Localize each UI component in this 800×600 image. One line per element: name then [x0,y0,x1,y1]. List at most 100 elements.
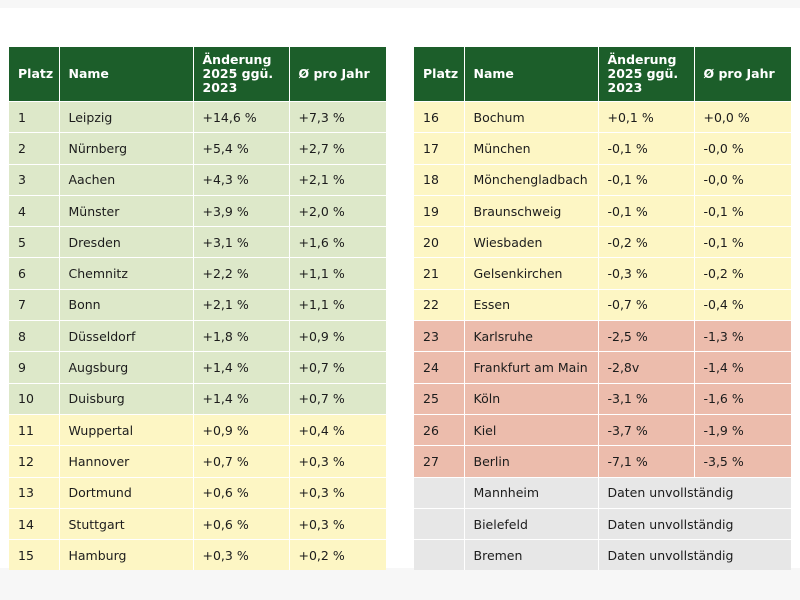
cell-avg: +0,3 % [289,476,386,509]
cell-name: Duisburg [59,382,194,415]
cell-platz: 11 [9,413,60,446]
cell-name: Mönchengladbach [464,163,599,196]
cell-avg: -0,0 % [694,132,791,165]
cell-name: Essen [464,288,599,321]
header-change-line2: 2025 ggü. [607,66,679,81]
cell-platz: 12 [9,445,60,478]
cell-change: -7,1 % [598,445,695,478]
cell-avg: +2,7 % [289,132,386,165]
cell-incomplete-note: Daten unvollständig [598,539,791,571]
table-row: 14 Stuttgart +0,6 % +0,3 % [9,507,386,540]
cell-avg: +7,3 % [289,100,386,133]
cell-change: +1,4 % [193,382,290,415]
cell-platz [414,507,465,540]
header-platz: Platz [9,47,60,102]
cell-name: Kiel [464,413,599,446]
cell-avg: +0,4 % [289,413,386,446]
header-name: Name [59,47,194,102]
table-row: 6 Chemnitz +2,2 % +1,1 % [9,257,386,290]
table-row-incomplete: Bremen Daten unvollständig [414,539,791,571]
cell-avg: -1,6 % [694,382,791,415]
cell-avg: +0,0 % [694,100,791,133]
cell-change: +3,1 % [193,226,290,258]
cell-name: Wiesbaden [464,226,599,258]
cell-name: Braunschweig [464,194,599,227]
cell-platz [414,539,465,571]
cell-platz: 13 [9,476,60,509]
header-change-line3: 2023 [607,80,643,95]
table-row: 21 Gelsenkirchen -0,3 % -0,2 % [414,257,791,290]
cell-change: -2,5 % [598,320,695,352]
cell-avg: -1,9 % [694,413,791,446]
cell-change: -0,7 % [598,288,695,321]
cell-name: Aachen [59,163,194,196]
header-row: Platz Name Änderung 2025 ggü. 2023 Ø pro… [414,47,791,102]
cell-avg: +0,2 % [289,539,386,571]
cell-incomplete-note: Daten unvollständig [598,476,791,509]
cell-platz: 17 [414,132,465,165]
cell-platz: 22 [414,288,465,321]
table-row: 7 Bonn +2,1 % +1,1 % [9,288,386,321]
cell-avg: +2,1 % [289,163,386,196]
cell-change: -0,2 % [598,226,695,258]
cell-platz: 7 [9,288,60,321]
cell-name: Berlin [464,445,599,478]
cell-platz: 2 [9,132,60,165]
cell-name: Bielefeld [464,507,599,540]
ranking-table-left: Platz Name Änderung 2025 ggü. 2023 Ø pro… [9,47,386,571]
cell-change: +3,9 % [193,194,290,227]
table-row: 11 Wuppertal +0,9 % +0,4 % [9,413,386,446]
header-change-line1: Änderung [607,52,677,67]
cell-platz: 1 [9,100,60,133]
cell-platz: 5 [9,226,60,258]
table-row: 16 Bochum +0,1 % +0,0 % [414,100,791,133]
header-avg: Ø pro Jahr [694,47,791,102]
cell-platz: 18 [414,163,465,196]
table-row: 5 Dresden +3,1 % +1,6 % [9,226,386,258]
cell-avg: -0,4 % [694,288,791,321]
cell-name: München [464,132,599,165]
cell-name: Frankfurt am Main [464,351,599,384]
cell-avg: -0,0 % [694,163,791,196]
header-avg: Ø pro Jahr [289,47,386,102]
cell-name: Chemnitz [59,257,194,290]
cell-avg: +2,0 % [289,194,386,227]
cell-name: Bochum [464,100,599,133]
cell-platz: 8 [9,320,60,352]
cell-name: Dresden [59,226,194,258]
cell-change: -0,3 % [598,257,695,290]
table-row: 27 Berlin -7,1 % -3,5 % [414,445,791,478]
table-row: 8 Düsseldorf +1,8 % +0,9 % [9,320,386,352]
cell-platz: 10 [9,382,60,415]
cell-name: Dortmund [59,476,194,509]
table-row: 9 Augsburg +1,4 % +0,7 % [9,351,386,384]
cell-avg: -1,3 % [694,320,791,352]
cell-change: -0,1 % [598,132,695,165]
cell-platz: 4 [9,194,60,227]
table-row: 22 Essen -0,7 % -0,4 % [414,288,791,321]
cell-avg: +1,1 % [289,288,386,321]
header-platz: Platz [414,47,465,102]
cell-change: -2,8v [598,351,695,384]
table-row: 26 Kiel -3,7 % -1,9 % [414,413,791,446]
table-row: 3 Aachen +4,3 % +2,1 % [9,163,386,196]
cell-change: +2,2 % [193,257,290,290]
cell-name: Bremen [464,539,599,571]
cell-avg: +0,7 % [289,382,386,415]
cell-name: Köln [464,382,599,415]
cell-name: Augsburg [59,351,194,384]
cell-change: -0,1 % [598,163,695,196]
table-row-incomplete: Bielefeld Daten unvollständig [414,507,791,540]
table-row: 19 Braunschweig -0,1 % -0,1 % [414,194,791,227]
table-row: 4 Münster +3,9 % +2,0 % [9,194,386,227]
table-row: 18 Mönchengladbach -0,1 % -0,0 % [414,163,791,196]
cell-platz: 15 [9,539,60,571]
cell-platz: 20 [414,226,465,258]
cell-change: +1,8 % [193,320,290,352]
cell-platz: 24 [414,351,465,384]
cell-platz: 6 [9,257,60,290]
ranking-sheet: Platz Name Änderung 2025 ggü. 2023 Ø pro… [0,8,800,571]
cell-platz: 21 [414,257,465,290]
table-body-right: 16 Bochum +0,1 % +0,0 % 17 München -0,1 % -0,0 … [414,100,791,571]
